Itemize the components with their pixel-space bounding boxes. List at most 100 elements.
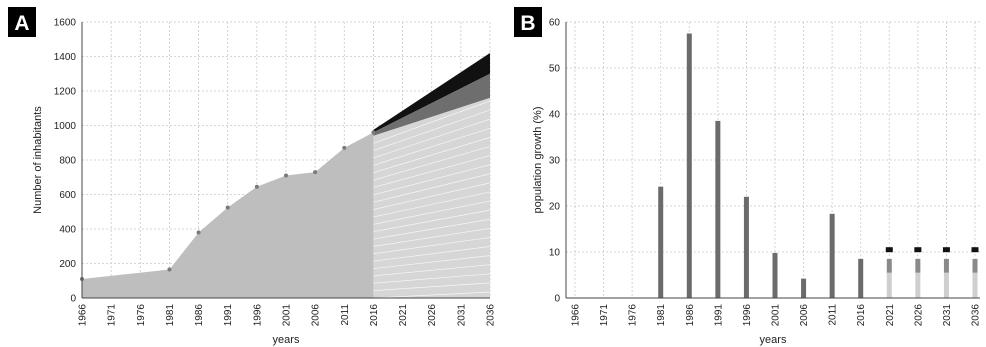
panel-b-ytick-label: 20: [549, 202, 561, 213]
panel-a-xtick-label: 2021: [398, 304, 409, 327]
historical-point: [254, 184, 259, 189]
panel-a-ylabel: Number of inhabitants: [32, 106, 44, 214]
panel-b-ytick-label: 40: [549, 110, 561, 121]
panel-a-xtick-label: 2006: [311, 304, 322, 327]
projection-band-mid: [373, 73, 490, 136]
panel-b-xtick-label: 2016: [856, 304, 867, 327]
panel-a-xtick-label: 2036: [486, 304, 497, 327]
panel-b-ytick-label: 50: [549, 64, 561, 75]
projection-texture-line: [373, 282, 491, 291]
projection-bar-mid: [915, 258, 921, 273]
panel-a: 0 200 400 600 800 1000 1200 1400 1600 1966 1971 19…: [8, 7, 497, 346]
panel-a-xtick-label: 2016: [369, 304, 380, 327]
projection-bar-low: [972, 272, 978, 298]
panel-a-label: A: [14, 12, 29, 35]
projection-texture: [373, 100, 491, 299]
projection-texture-line: [373, 255, 491, 269]
projection-texture-line: [373, 155, 491, 188]
panel-b-xtick-label: 1971: [599, 304, 610, 327]
projection-bar-high: [942, 247, 950, 253]
historical-point: [284, 173, 288, 178]
growth-bar: [686, 33, 692, 298]
panel-b-xtick-label: 1986: [685, 304, 696, 327]
panel-b-xtick-label: 1966: [571, 304, 582, 327]
projection-texture-line: [373, 164, 491, 196]
panel-a-ytick-label: 1400: [54, 52, 77, 63]
panel-a-xtick-label: 2011: [340, 304, 351, 326]
panel-b-xtick-label: 1976: [628, 304, 639, 327]
projection-texture-line: [373, 182, 491, 210]
panel-b-ytick-label: 30: [549, 156, 561, 167]
panel-a-xtick-label: 1976: [136, 304, 147, 327]
projection-texture-line: [373, 246, 491, 262]
growth-bar: [858, 258, 864, 298]
panel-a-label-bg: [8, 7, 36, 37]
projection-texture-line: [373, 237, 491, 255]
historical-point: [196, 230, 201, 235]
panel-a-xtick-label: 1996: [252, 304, 263, 327]
historical-point: [225, 205, 230, 210]
projection-bar-low: [943, 272, 949, 298]
projection-texture-line: [373, 209, 491, 233]
panel-a-ytick-label: 200: [59, 259, 76, 270]
projection-texture-line: [373, 118, 491, 159]
panel-b-label-bg: [514, 7, 542, 37]
projection-texture-line: [373, 173, 491, 203]
panel-a-ytick-label: 1000: [54, 121, 77, 132]
panel-a-xlabel: years: [273, 334, 300, 346]
projection-texture-line: [373, 137, 491, 174]
projection-bar-mid: [972, 258, 978, 273]
historical-point: [167, 267, 172, 272]
panel-b-ytick-label: 60: [549, 18, 561, 29]
growth-bar: [715, 120, 721, 299]
projection-bar-low: [886, 272, 892, 298]
panel-a-xtick-label: 1966: [78, 304, 89, 327]
projection-texture-line: [373, 291, 491, 299]
panel-a-xtick-label: 2001: [282, 304, 293, 327]
projection-bar-low: [915, 272, 921, 298]
projection-texture-line: [373, 146, 491, 181]
panel-b-xtick-label: 2021: [885, 304, 896, 327]
projection-texture-line: [373, 218, 491, 240]
panel-a-xtick-label: 1991: [223, 304, 234, 327]
panel-a-ytick-label: 400: [59, 225, 76, 236]
panel-b-xtick-label: 2011: [828, 304, 839, 326]
panel-b-xtick-label: 2006: [799, 304, 810, 327]
panel-b-xtick-label: 1991: [713, 304, 724, 327]
projection-texture-line: [373, 264, 491, 277]
projection-band-high: [373, 53, 490, 133]
panel-b-xtick-label: 1996: [742, 304, 753, 327]
projection-bar-mid: [886, 258, 892, 273]
panel-b-xtick-label: 1981: [656, 304, 667, 327]
panel-b-ytick-label: 10: [549, 248, 561, 259]
panel-b-ylabel: population growth (%): [532, 106, 544, 213]
growth-bar: [743, 196, 749, 298]
panel-b-ytick-label: 0: [554, 294, 560, 305]
panel-a-xtick-label: 1971: [107, 304, 118, 327]
panel-b-xlabel: years: [760, 334, 787, 346]
panel-a-xtick-label: 2031: [456, 304, 467, 327]
panel-a-xtick-label: 2026: [427, 304, 438, 327]
panel-a-ytick-label: 800: [59, 156, 76, 167]
projection-texture-line: [373, 273, 491, 284]
projection-texture-line: [373, 227, 491, 247]
panel-a-xtick-label: 1981: [165, 304, 176, 327]
panel-b-xtick-label: 2031: [942, 304, 953, 327]
growth-bar: [829, 213, 835, 298]
projection-texture-line: [373, 127, 491, 166]
projection-texture-line: [373, 191, 491, 218]
projection-bar-high: [914, 247, 922, 253]
projection-bar-high: [885, 247, 893, 253]
panel-a-ytick-label: 1200: [54, 87, 77, 98]
panel-a-ytick-label: 600: [59, 190, 76, 201]
panel-b-label: B: [520, 12, 535, 35]
historical-point: [342, 145, 347, 150]
historical-point: [313, 170, 318, 175]
panel-b: 0 10 20 30 40 50 60 1966 1971 1976 1981 1986 1991 19…: [514, 7, 982, 346]
projection-bar-mid: [943, 258, 949, 273]
panel-b-xtick-label: 2026: [913, 304, 924, 327]
projection-texture-line: [373, 200, 491, 225]
historical-point: [371, 130, 376, 135]
panel-a-ytick-label: 0: [70, 294, 76, 305]
